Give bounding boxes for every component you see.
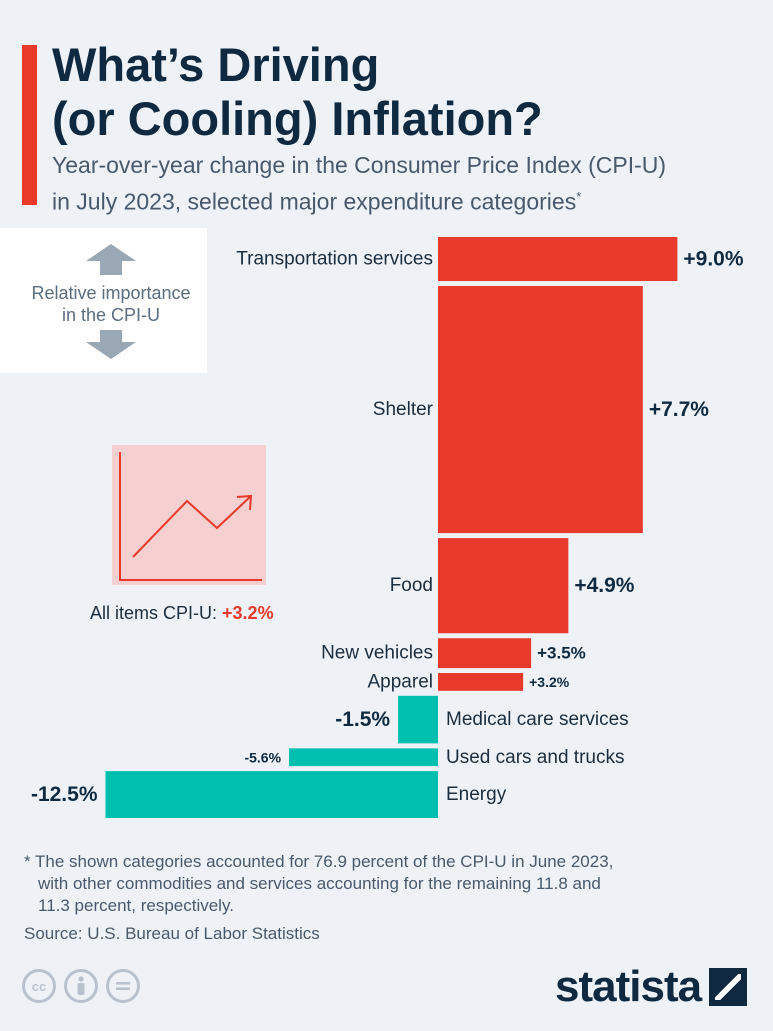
footnote: * The shown categories accounted for 76.… xyxy=(24,851,754,917)
trend-chart-icon xyxy=(112,445,266,585)
footnote-line-3: 11.3 percent, respectively. xyxy=(38,896,234,915)
value-label: +9.0% xyxy=(683,248,743,271)
value-label: -5.6% xyxy=(244,749,281,765)
subtitle-line-1: Year-over-year change in the Consumer Pr… xyxy=(52,152,667,178)
category-label: Medical care services xyxy=(446,709,629,730)
title-accent-bar xyxy=(22,45,37,205)
bar-used-cars-and-trucks xyxy=(289,748,438,767)
category-label: Energy xyxy=(446,784,507,805)
category-label: Used cars and trucks xyxy=(446,747,624,768)
value-label: -12.5% xyxy=(31,783,98,806)
value-label: -1.5% xyxy=(335,708,390,731)
title-line-1: What’s Driving xyxy=(52,38,380,91)
bar-apparel xyxy=(438,673,524,691)
legend-line-1: Relative importance xyxy=(31,283,191,303)
footnote-line-1: * The shown categories accounted for 76.… xyxy=(24,852,614,871)
brand-logo[interactable]: statista xyxy=(555,962,748,1012)
all-items-label: All items CPI-U: +3.2% xyxy=(90,603,274,624)
legend-line-2: in the CPI-U xyxy=(61,305,161,325)
value-label: +7.7% xyxy=(649,398,709,421)
footnote-line-2: with other commodities and services acco… xyxy=(38,874,601,893)
source-text: Source: U.S. Bureau of Labor Statistics xyxy=(24,924,320,943)
bar-energy xyxy=(105,771,438,818)
bar-shelter xyxy=(438,286,643,534)
arrow-down-icon xyxy=(86,330,136,359)
subtitle: Year-over-year change in the Consumer Pr… xyxy=(52,150,762,218)
arrow-up-icon xyxy=(86,244,136,275)
statista-logo-icon xyxy=(709,968,748,1006)
nd-equals-icon[interactable] xyxy=(106,969,140,1003)
category-label: Food xyxy=(390,575,433,596)
subtitle-line-2: in July 2023, selected major expenditure… xyxy=(52,188,577,215)
by-person-icon[interactable] xyxy=(64,969,98,1003)
brand-wordmark: statista xyxy=(555,962,702,1011)
value-label: +3.2% xyxy=(529,674,570,690)
bar-medical-care-services xyxy=(398,695,438,744)
cc-icon[interactable]: cc xyxy=(22,969,56,1003)
category-label: Shelter xyxy=(373,399,434,420)
value-label: +3.5% xyxy=(537,644,586,663)
title-line-2: (or Cooling) Inflation? xyxy=(52,92,543,145)
license-icons: cc xyxy=(22,969,140,1003)
category-label: Transportation services xyxy=(236,249,433,270)
bar-food xyxy=(438,538,569,634)
all-items-text: All items CPI-U: xyxy=(90,603,218,623)
all-items-value: +3.2% xyxy=(222,603,274,623)
value-label: +4.9% xyxy=(574,574,634,597)
page-title: What’s Driving (or Cooling) Inflation? xyxy=(52,38,752,146)
footnote-marker: * xyxy=(576,189,582,204)
category-label: New vehicles xyxy=(321,643,433,664)
bar-new-vehicles xyxy=(438,638,532,669)
bar-transportation-services xyxy=(438,237,678,282)
category-label: Apparel xyxy=(368,671,434,692)
legend-text: Relative importance in the CPI-U xyxy=(0,282,222,326)
